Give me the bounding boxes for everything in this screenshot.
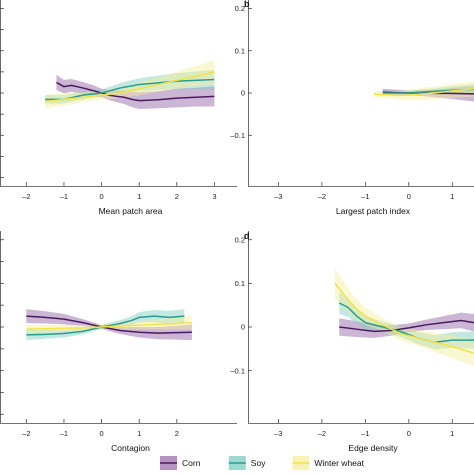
x-tick-label: –3	[274, 192, 282, 201]
x-tick-label: –3	[274, 429, 282, 438]
y-tick-label: 0.1	[235, 46, 245, 55]
x-tick-label: 0	[99, 192, 103, 201]
x-axis-label: Mean patch area	[99, 206, 163, 216]
x-tick-label: –1	[361, 429, 369, 438]
series-line-winter-wheat	[45, 71, 215, 103]
x-tick-label: –1	[361, 192, 369, 201]
panel-c: –2 –1 0 1 2 Contagion	[0, 231, 237, 453]
series-line-soy	[26, 315, 185, 336]
series-line-winter-wheat	[26, 321, 192, 330]
plot-area	[374, 81, 474, 102]
x-tick-label: 3	[212, 192, 216, 201]
x-tick-label: 1	[137, 429, 141, 438]
x-axis-label: Largest patch index	[336, 206, 411, 216]
series-line-winter-wheat	[334, 282, 474, 354]
confidence-band-winter-wheat	[26, 315, 192, 334]
x-axis-label: Edge density	[348, 443, 398, 453]
series-line-winter-wheat	[374, 88, 474, 97]
x-tick-label: 1	[137, 192, 141, 201]
confidence-band-winter-wheat	[45, 60, 215, 108]
x-tick-label: –2	[318, 429, 326, 438]
legend-label: Soy	[251, 458, 266, 468]
x-tick-label: 1	[450, 429, 454, 438]
x-tick-label: 2	[175, 429, 179, 438]
legend-label: Winter wheat	[314, 458, 364, 468]
x-axis-label: Contagion	[111, 443, 150, 453]
series-line-soy	[45, 78, 215, 101]
x-tick-label: –1	[60, 192, 68, 201]
x-tick-label: 0	[407, 192, 411, 201]
series-line-corn	[26, 315, 192, 334]
x-tick-label: –2	[318, 192, 326, 201]
legend: Corn Soy Winter wheat	[160, 456, 365, 470]
plot-area	[334, 268, 474, 367]
y-tick-label: –0.1	[230, 131, 245, 140]
plot-area	[45, 60, 215, 110]
legend-item-corn: Corn	[160, 456, 201, 470]
x-tick-label: –1	[60, 429, 68, 438]
x-tick-label: –2	[22, 429, 30, 438]
legend-item-winter-wheat: Winter wheat	[292, 456, 365, 470]
y-tick-label: –0.1	[230, 366, 245, 375]
y-tick-label: 0	[241, 323, 245, 332]
y-tick-label: 0.2	[235, 235, 245, 244]
legend-item-soy: Soy	[228, 456, 266, 470]
series-line-corn	[56, 81, 215, 102]
x-tick-label: 1	[450, 192, 454, 201]
panel-a: –2 –1 0 1 2 3 Mean patch area	[0, 0, 237, 216]
y-tick-label: 0.1	[235, 279, 245, 288]
confidence-band-corn	[56, 74, 215, 110]
confidence-band-soy	[339, 292, 474, 350]
panel-letter: b	[244, 0, 250, 9]
x-tick-label: 2	[175, 192, 179, 201]
panel-d: –0.1 0 0.1 0.2 –3 –2 –1 0 1 Edge density d	[230, 231, 474, 453]
series-line-corn	[339, 319, 474, 333]
plot-area	[26, 309, 192, 341]
x-tick-label: 0	[99, 429, 103, 438]
panel-b: –0.1 0 0.1 0.2 –3 –2 –1 0 1 Largest patch index b	[230, 0, 474, 216]
x-tick-label: –2	[22, 192, 30, 201]
y-tick-label: 0.2	[235, 4, 245, 13]
legend-label: Corn	[182, 458, 201, 468]
x-tick-label: 0	[407, 429, 411, 438]
series-line-soy	[382, 88, 474, 94]
y-tick-label: 0	[241, 89, 245, 98]
panel-letter: d	[244, 231, 250, 241]
